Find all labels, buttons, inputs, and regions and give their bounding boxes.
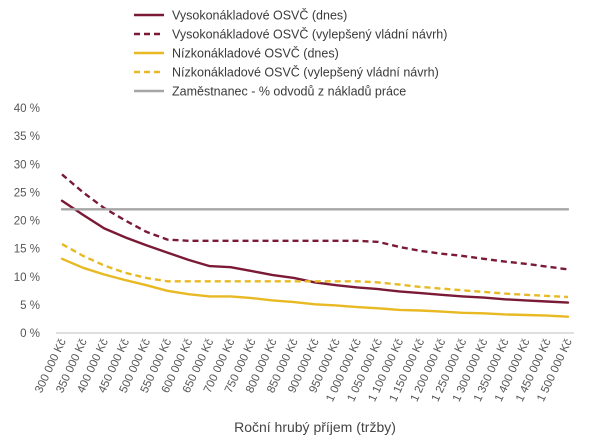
legend-item: Vysokonákladové OSVČ (vylepšený vládní n…: [134, 27, 447, 42]
legend-item: Nízkonákladové OSVČ (vylepšený vládní ná…: [134, 65, 439, 80]
y-axis: 0 % 5 % 10 % 15 % 20 % 25 % 30 % 35 % 40 %: [14, 103, 40, 340]
legend-item: Vysokonákladové OSVČ (dnes): [134, 8, 347, 23]
y-tick-label: 30 %: [14, 159, 40, 171]
plot-area: [60, 173, 570, 318]
y-tick-label: 15 %: [14, 244, 40, 256]
legend-item: Zaměstnanec - % odvodů z nákladů práce: [134, 85, 406, 99]
legend-label: Nízkonákladové OSVČ (vylepšený vládní ná…: [172, 65, 439, 80]
legend-label: Zaměstnanec - % odvodů z nákladů práce: [172, 85, 406, 99]
series-line-4: [61, 243, 569, 299]
y-tick-label: 35 %: [14, 131, 40, 143]
legend: Vysokonákladové OSVČ (dnes) Vysokonáklado…: [134, 8, 447, 99]
y-tick-label: 40 %: [14, 103, 40, 115]
legend-label: Vysokonákladové OSVČ (dnes): [172, 8, 347, 23]
y-tick-label: 20 %: [14, 216, 40, 228]
series-line-2: [61, 173, 569, 271]
legend-item: Nízkonákladové OSVČ (dnes): [134, 46, 339, 61]
y-tick-label: 25 %: [14, 187, 40, 199]
y-tick-label: 0 %: [20, 328, 40, 340]
series-line-1: [60, 199, 570, 304]
x-axis-title: Roční hrubý příjem (tržby): [234, 419, 396, 435]
series-line-3: [60, 257, 570, 318]
legend-label: Nízkonákladové OSVČ (dnes): [172, 46, 339, 61]
legend-label: Vysokonákladové OSVČ (vylepšený vládní n…: [172, 27, 447, 42]
y-tick-label: 10 %: [14, 272, 40, 284]
y-tick-label: 5 %: [20, 300, 40, 312]
